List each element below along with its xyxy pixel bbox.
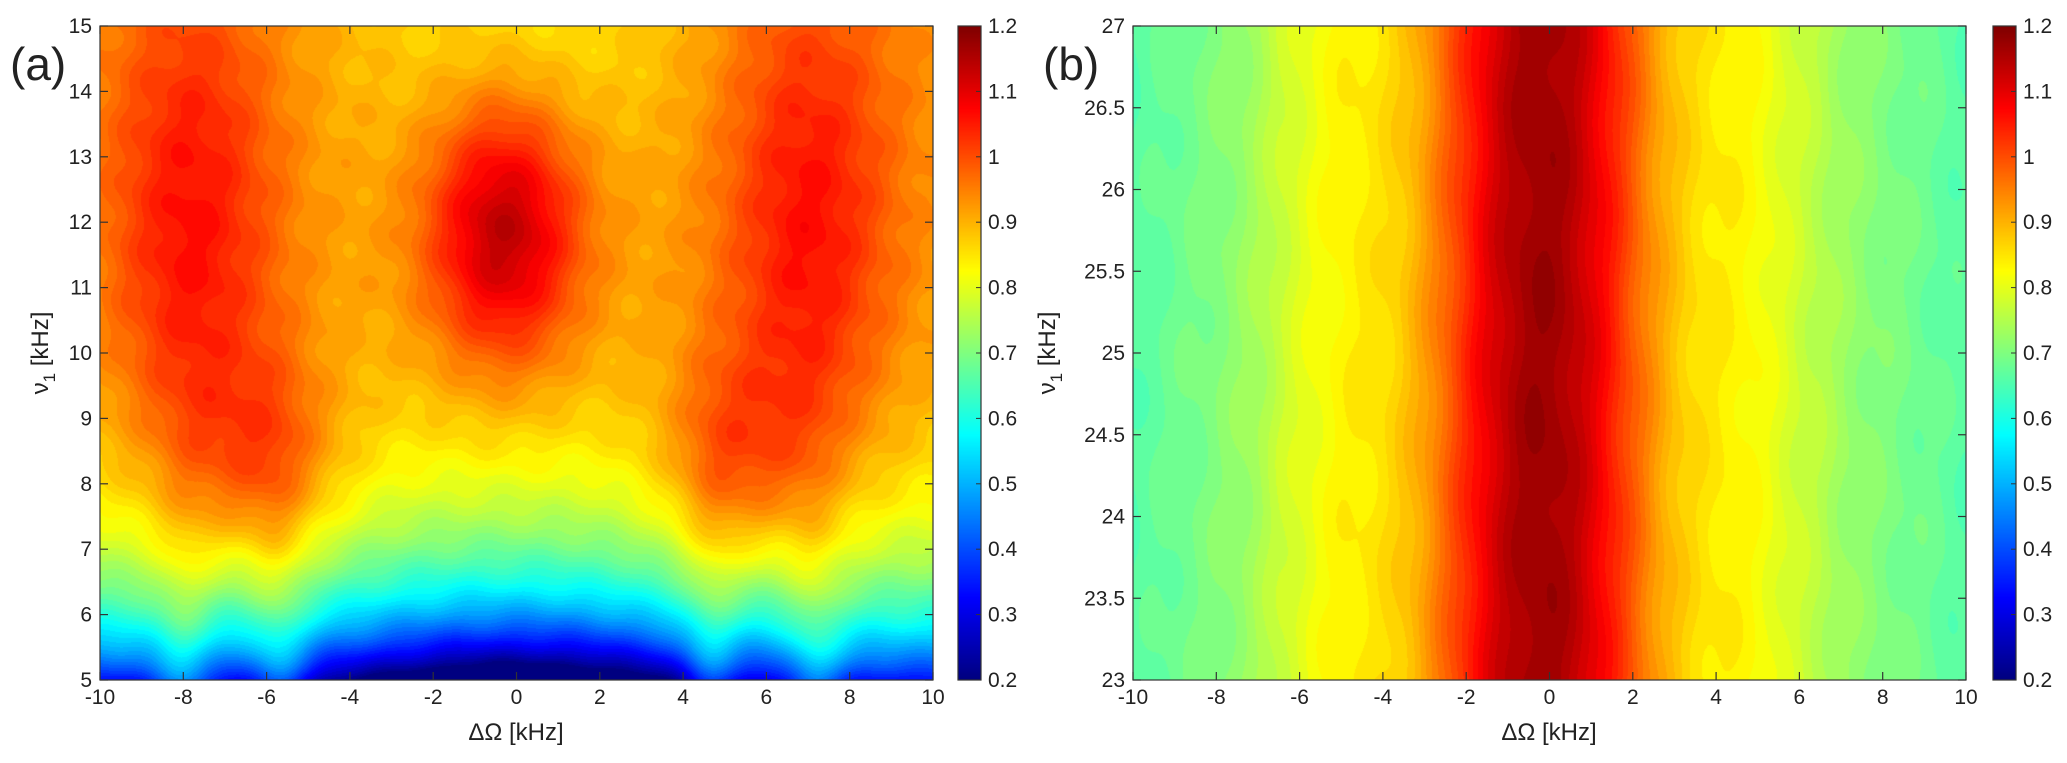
panel-b-y-axis-title: ν1 [kHz]	[1034, 312, 1066, 395]
b-y-tick-label: 24	[1102, 506, 1126, 529]
panel-b-label: (b)	[1043, 38, 1099, 90]
panel-b-heatmap-wrapper	[1133, 26, 1966, 680]
panel-b-y-axis-title-unit: [kHz]	[1034, 312, 1061, 373]
panel-b-y-axis-title-main: ν	[1034, 382, 1061, 394]
b-x-tick-label: -2	[1457, 686, 1476, 709]
a-y-tick-label: 11	[70, 277, 92, 300]
panel-a-y-axis-title-unit: [kHz]	[27, 312, 54, 373]
a-x-tick-label: 10	[921, 686, 944, 709]
panel-b-x-axis-title: ΔΩ [kHz]	[1501, 719, 1596, 746]
b-colorbar-tick-label: 1.1	[2023, 80, 2052, 103]
a-colorbar-tick-label: 1.1	[988, 80, 1017, 103]
a-colorbar-tick-label: 0.2	[988, 669, 1017, 692]
a-colorbar-tick-label: 0.6	[988, 407, 1017, 430]
b-x-tick-label: -10	[1118, 686, 1148, 709]
panel-a-y-axis-title-main: ν	[27, 382, 54, 394]
a-y-tick-label: 8	[80, 473, 92, 496]
b-colorbar-tick-label: 0.5	[2023, 473, 2052, 496]
a-y-tick-label: 15	[69, 15, 92, 38]
b-colorbar-tick-label: 1.2	[2023, 15, 2052, 38]
panel-a-heatmap-wrapper	[100, 26, 933, 680]
b-x-tick-label: -8	[1207, 686, 1226, 709]
a-x-tick-label: 0	[511, 686, 523, 709]
b-x-tick-label: -6	[1290, 686, 1309, 709]
a-y-tick-label: 7	[80, 538, 92, 561]
a-y-tick-label: 9	[80, 407, 92, 430]
a-x-tick-label: 8	[844, 686, 856, 709]
a-colorbar-tick-label: 0.4	[988, 538, 1018, 561]
panel-b: (b) -10 -8 -6 -4 -2 0 2 4 6 8 10 2323.52424.52525.…	[1034, 15, 2053, 746]
panel-a-x-axis-title: ΔΩ [kHz]	[468, 719, 563, 746]
panel-b-y-axis: 23 23.5 24 24.5 25 25.5 26 26.5 27	[1084, 15, 1966, 692]
panel-b-colorbar	[1993, 26, 2016, 680]
panel-b-x-axis: -10 -8 -6 -4 -2 0 2 4 6 8 10	[1118, 26, 1978, 709]
a-y-tick-label: 12	[69, 211, 92, 234]
a-y-tick-label: 10	[69, 342, 92, 365]
a-colorbar-tick-label: 0.8	[988, 277, 1017, 300]
b-x-tick-label: 4	[1710, 686, 1722, 709]
b-x-tick-label: 6	[1794, 686, 1806, 709]
a-y-tick-label: 6	[80, 604, 92, 627]
b-colorbar-tick-label: 1	[2023, 146, 2035, 169]
b-x-tick-label: -4	[1374, 686, 1393, 709]
b-colorbar-tick-label: 0.8	[2023, 277, 2052, 300]
b-y-tick-label: 27	[1102, 15, 1125, 38]
panel-a-y-axis: 5 6 7 8 9 10 11 12 13 14 15	[69, 15, 933, 692]
panel-b-colorbar-ticks: 0.2 0.3 0.4 0.5 0.6 0.7 0.8 0.9 1 1.1 1.2	[2011, 15, 2053, 692]
panel-a: (a) -10 -8 -6 -4 -2 0 2 4 6 8 10 56789101112131415…	[10, 15, 1018, 746]
b-y-tick-label: 24.5	[1084, 424, 1125, 447]
a-x-tick-label: -10	[85, 686, 115, 709]
a-x-tick-label: -2	[424, 686, 443, 709]
panel-a-y-axis-title-sub: 1	[40, 373, 59, 382]
b-y-tick-label: 25.5	[1084, 260, 1125, 283]
a-x-tick-label: 4	[677, 686, 689, 709]
panel-b-colorbar-wrapper	[1993, 26, 2016, 680]
panel-b-heatmap	[1133, 26, 1966, 680]
a-colorbar-tick-label: 0.5	[988, 473, 1017, 496]
b-x-tick-label: 0	[1544, 686, 1556, 709]
b-x-tick-label: 2	[1627, 686, 1639, 709]
panel-a-label: (a)	[10, 38, 66, 90]
a-colorbar-tick-label: 1	[988, 146, 1000, 169]
a-y-tick-label: 5	[80, 669, 92, 692]
b-y-tick-label: 26.5	[1084, 97, 1125, 120]
a-x-tick-label: -6	[257, 686, 276, 709]
panel-a-y-axis-title: ν1 [kHz]	[27, 312, 59, 395]
panel-a-colorbar-ticks: 0.2 0.3 0.4 0.5 0.6 0.7 0.8 0.9 1 1.1 1.2	[976, 15, 1018, 692]
a-y-tick-label: 13	[69, 146, 92, 169]
a-y-tick-label: 14	[69, 80, 93, 103]
b-colorbar-tick-label: 0.3	[2023, 604, 2052, 627]
b-colorbar-tick-label: 0.7	[2023, 342, 2052, 365]
b-y-tick-label: 25	[1102, 342, 1125, 365]
b-y-tick-label: 26	[1102, 179, 1125, 202]
b-colorbar-tick-label: 0.9	[2023, 211, 2052, 234]
a-x-tick-label: -8	[174, 686, 193, 709]
panel-a-x-axis: -10 -8 -6 -4 -2 0 2 4 6 8 10	[85, 26, 945, 709]
b-colorbar-tick-label: 0.4	[2023, 538, 2053, 561]
b-colorbar-tick-label: 0.6	[2023, 407, 2052, 430]
panel-b-y-axis-title-sub: 1	[1047, 373, 1066, 382]
a-x-tick-label: 2	[594, 686, 606, 709]
a-colorbar-tick-label: 1.2	[988, 15, 1017, 38]
b-x-tick-label: 10	[1954, 686, 1977, 709]
a-colorbar-tick-label: 0.9	[988, 211, 1017, 234]
b-y-tick-label: 23	[1102, 669, 1125, 692]
b-x-tick-label: 8	[1877, 686, 1889, 709]
panel-a-heatmap	[100, 26, 933, 680]
a-colorbar-tick-label: 0.3	[988, 604, 1017, 627]
panel-a-colorbar	[958, 26, 981, 680]
a-x-tick-label: -4	[341, 686, 360, 709]
a-colorbar-tick-label: 0.7	[988, 342, 1017, 365]
b-colorbar-tick-label: 0.2	[2023, 669, 2052, 692]
b-y-tick-label: 23.5	[1084, 587, 1125, 610]
a-x-tick-label: 6	[761, 686, 773, 709]
panel-a-colorbar-wrapper	[958, 26, 981, 680]
